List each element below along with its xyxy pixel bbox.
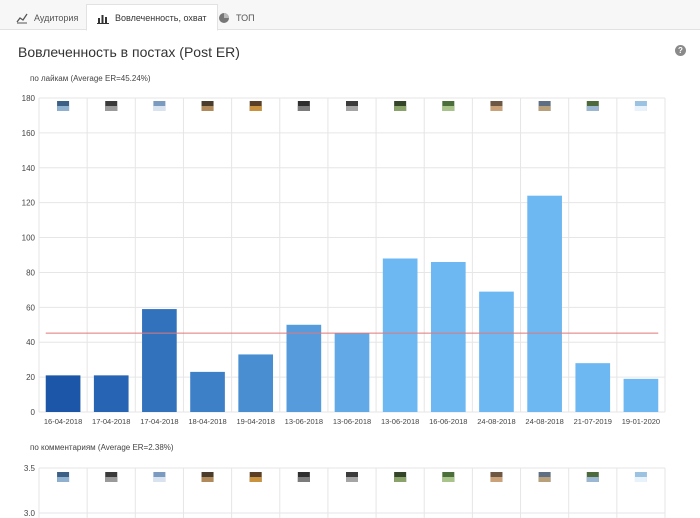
likes-bar-chart: 0 20 40 60 80 100 120 140 160 180 16-04-2018 17-04-… [22,94,666,426]
x-tick-label: 18-04-2018 [188,417,226,426]
y-tick-label: 20 [26,373,35,382]
post-thumbnail-icon[interactable] [249,101,262,111]
y-tick-label: 100 [22,234,36,243]
post-thumbnail-icon[interactable] [586,472,599,482]
tab-bar: Аудитория Вовлеченность, охват ТОП [0,0,700,31]
x-tick-label: 17-04-2018 [140,417,178,426]
post-thumbnail-icon[interactable] [105,101,118,111]
comments-chart-subtitle: по комментариям (Average ER=2.38%) [30,443,174,452]
post-thumbnail-icon[interactable] [201,101,214,111]
y-tick-label: 80 [26,268,35,277]
post-thumbnail-icon[interactable] [538,101,551,111]
post-thumbnail-icon[interactable] [346,472,358,482]
post-thumbnail-icon[interactable] [57,472,70,482]
post-thumbnail-icon[interactable] [538,472,551,482]
post-thumbnail-icon[interactable] [105,472,118,482]
post-thumbnail-icon[interactable] [249,472,262,482]
post-thumbnail-icon[interactable] [153,472,166,482]
x-tick-label: 16-04-2018 [44,417,82,426]
line-chart-icon [16,13,28,23]
bar [430,261,466,412]
post-thumbnail-icon[interactable] [57,101,70,111]
post-thumbnail-icon[interactable] [442,101,455,111]
post-thumbnail-icon[interactable] [586,101,599,111]
post-thumbnail-icon[interactable] [634,101,647,111]
bar [45,375,81,412]
bar [382,258,418,412]
pie-chart-icon [219,12,229,23]
y-tick-label: 160 [22,129,36,138]
x-tick-label: 19-01-2020 [622,417,660,426]
tab-top[interactable]: ТОП [208,4,265,31]
x-tick-label: 24-08-2018 [477,417,515,426]
y-tick-label: 140 [22,164,36,173]
x-tick-label: 17-04-2018 [92,417,130,426]
tab-engagement[interactable]: Вовлеченность, охват [86,4,218,31]
post-thumbnail-icon[interactable] [201,472,214,482]
y-tick-label: 0 [31,408,36,417]
comments-bar-chart: 3.5 3.0 [24,464,666,518]
x-tick-label: 13-06-2018 [285,417,323,426]
post-thumbnail-icon[interactable] [346,101,358,111]
tab-audience[interactable]: Аудитория [6,4,88,31]
bar [623,378,659,412]
bar [190,371,225,412]
y-tick-label: 60 [26,303,35,312]
bar [142,309,177,412]
x-tick-label: 13-06-2018 [381,417,419,426]
x-tick-label: 21-07-2019 [574,417,612,426]
bar [238,354,274,412]
post-thumbnail-icon[interactable] [394,472,407,482]
post-thumbnail-icon[interactable] [153,101,166,111]
x-tick-label: 19-04-2018 [237,417,275,426]
post-thumbnail-icon[interactable] [490,101,503,111]
x-tick-label: 16-06-2018 [429,417,467,426]
post-thumbnail-icon[interactable] [442,472,455,482]
x-tick-label: 13-06-2018 [333,417,371,426]
x-tick-label: 24-08-2018 [525,417,563,426]
bar [575,363,611,412]
y-tick-label: 120 [22,199,36,208]
tab-top-label: ТОП [236,12,255,23]
y-tick-label: 40 [26,338,35,347]
help-icon[interactable]: ? [675,45,686,56]
post-thumbnail-icon[interactable] [634,472,647,482]
bar [286,324,322,412]
tab-engagement-label: Вовлеченность, охват [115,12,207,23]
bar [527,195,562,412]
bar [93,375,129,412]
post-thumbnail-icon[interactable] [394,101,407,111]
bar-chart-icon [97,14,109,24]
page-title: Вовлеченность в постах (Post ER) [18,44,240,60]
tab-audience-label: Аудитория [34,12,79,23]
y-tick-label: 3.0 [24,509,36,518]
y-tick-label: 3.5 [24,464,36,473]
post-thumbnail-icon[interactable] [297,472,310,482]
bar [479,291,514,412]
post-thumbnail-icon[interactable] [490,472,503,482]
bar [334,333,370,412]
post-thumbnail-icon[interactable] [297,101,310,111]
likes-chart-subtitle: по лайкам (Average ER=45.24%) [30,74,151,83]
y-tick-label: 180 [22,94,36,103]
